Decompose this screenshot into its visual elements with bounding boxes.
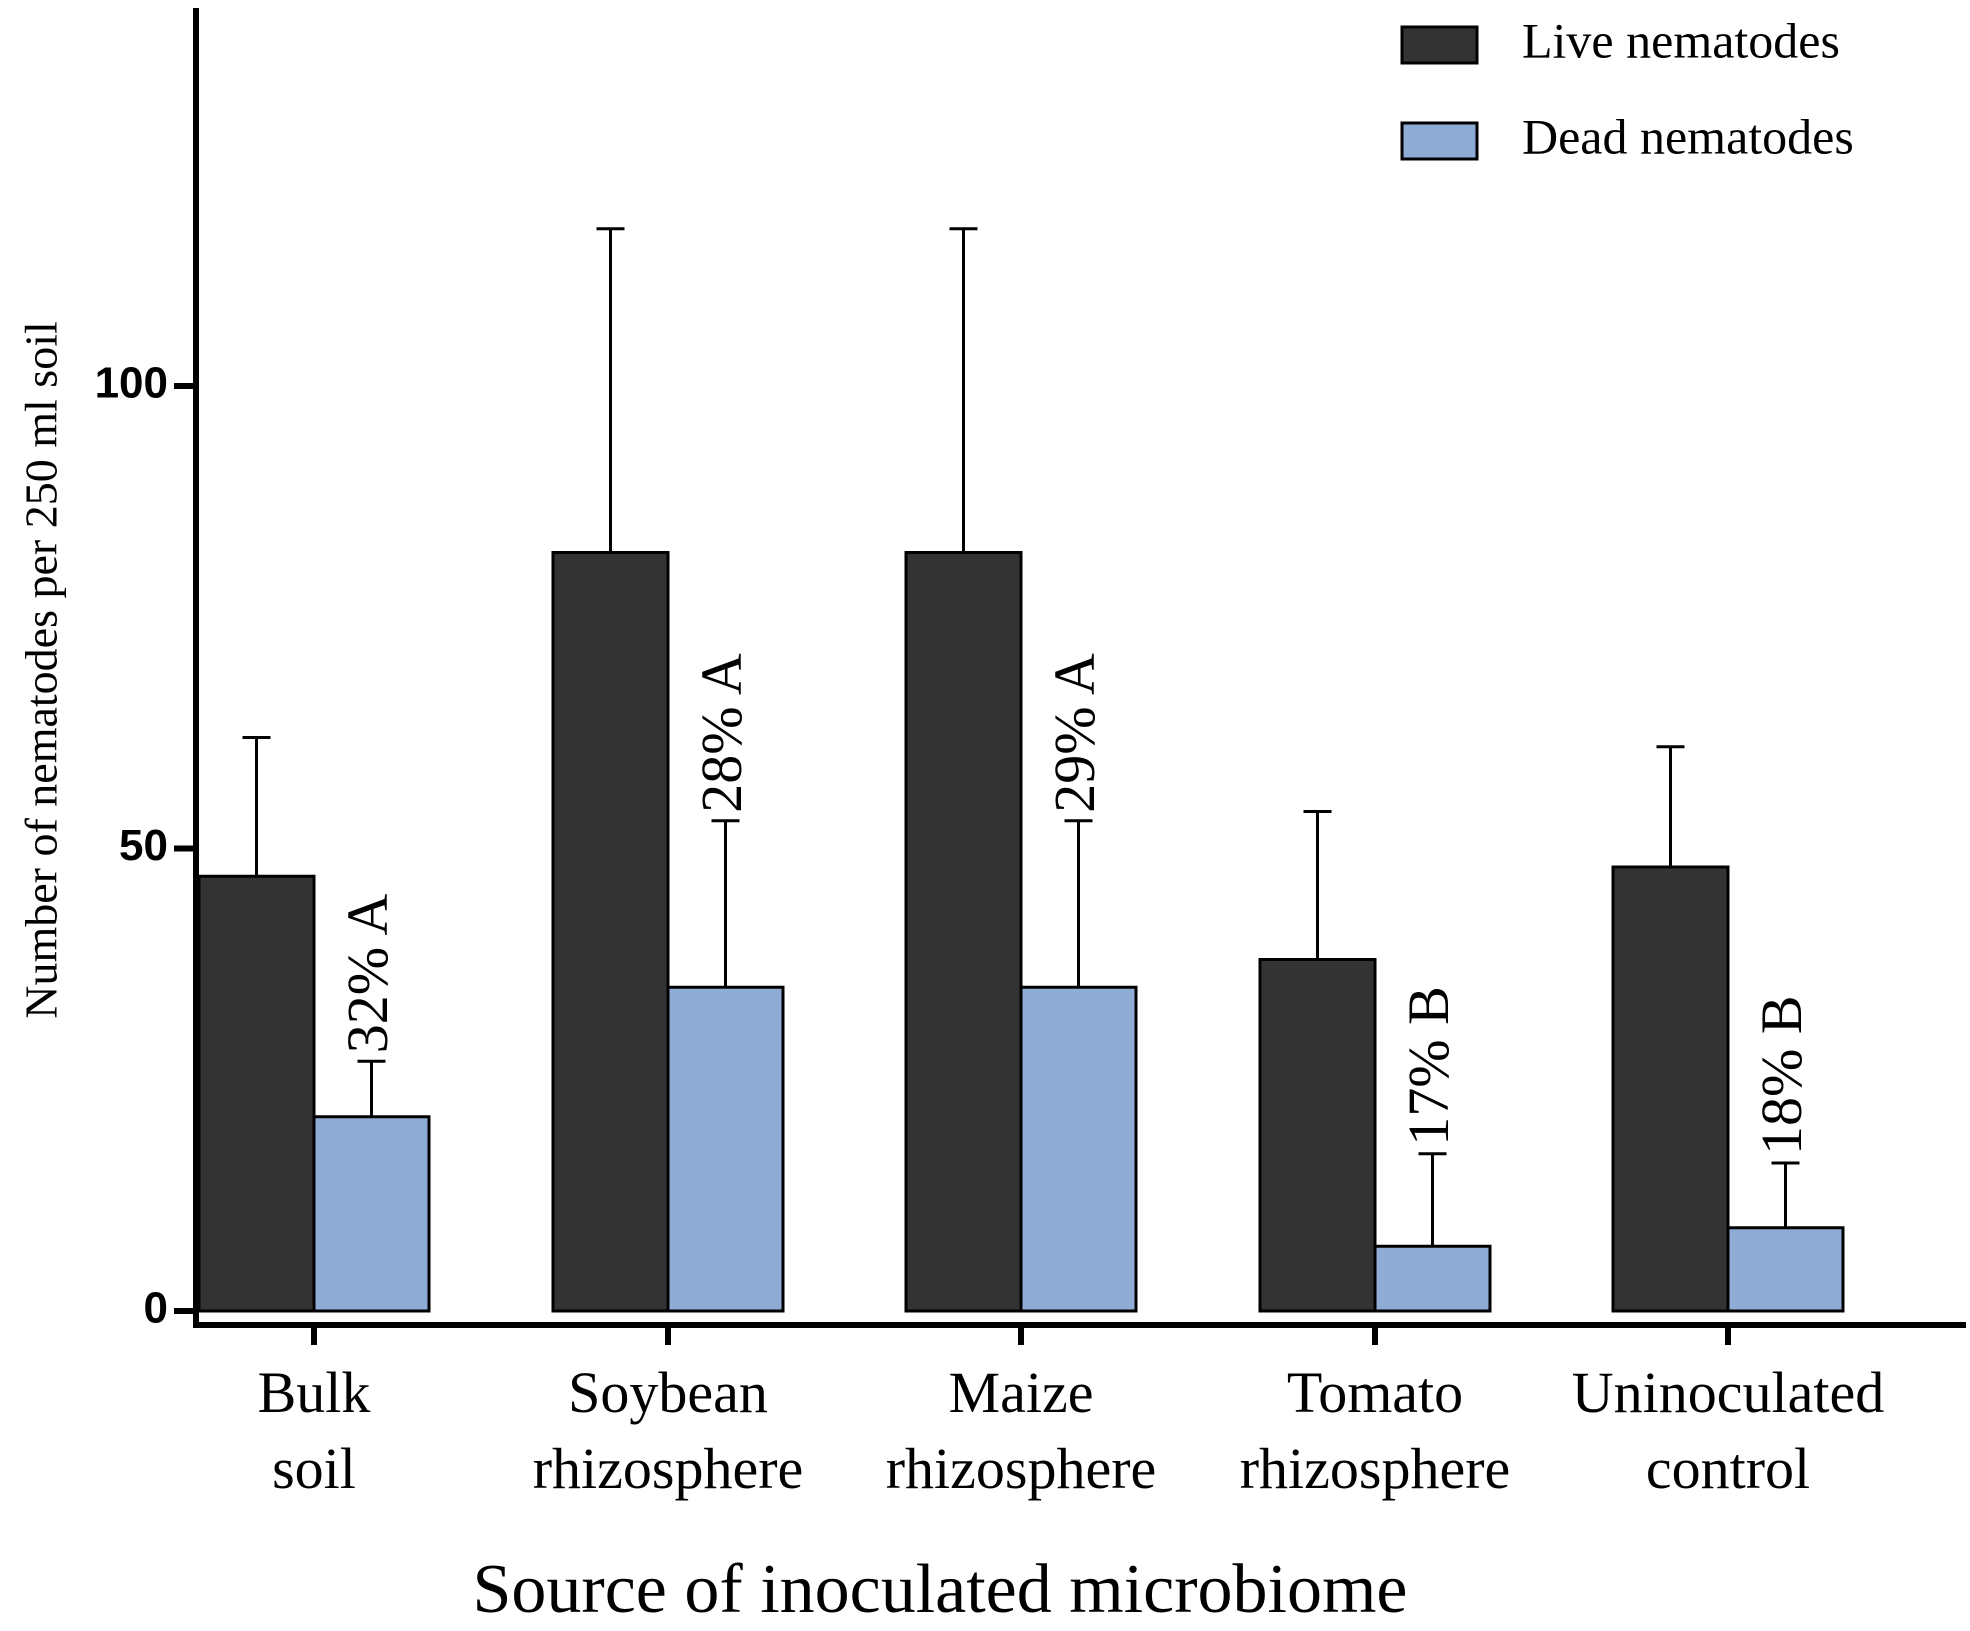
x-tick-layer: Bulk soil Soybean rhizosphere Maize rhizosphe…: [258, 1325, 1884, 1501]
y-tick-label-50: 50: [119, 821, 168, 870]
bar-live-4: [1611, 865, 1730, 1313]
x-tick-label-4-1: control: [1646, 1436, 1810, 1501]
bar-live-0: [197, 874, 316, 1313]
bar-live-3: [1258, 958, 1377, 1313]
x-axis-title: Source of inoculated microbiome: [473, 1551, 1408, 1628]
bar-live-1: [551, 551, 670, 1313]
x-tick-label-3-1: rhizosphere: [1240, 1436, 1511, 1501]
annotation-2: 29% A: [1042, 653, 1107, 813]
legend-label-dead: Dead nematodes: [1522, 108, 1854, 164]
y-tick-label-0: 0: [144, 1284, 168, 1333]
x-tick-label-0-0: Bulk: [258, 1360, 371, 1425]
annotation-layer: 32% A 28% A 29% A 17% B 18% B: [335, 653, 1814, 1155]
legend-swatch-dead: [1400, 121, 1479, 161]
x-tick-label-2-1: rhizosphere: [886, 1436, 1157, 1501]
x-tick-label-1-0: Soybean: [568, 1360, 768, 1425]
y-axis-title: Number of nematodes per 250 ml soil: [16, 321, 67, 1019]
legend-swatch-live: [1400, 25, 1479, 65]
legend-label-live: Live nematodes: [1522, 12, 1840, 68]
bar-dead-2: [1019, 985, 1138, 1313]
annotation-0: 32% A: [335, 894, 400, 1054]
bar-dead-4: [1726, 1226, 1845, 1313]
bars-layer: [197, 227, 1845, 1313]
annotation-1: 28% A: [689, 653, 754, 813]
x-tick-label-3-0: Tomato: [1287, 1360, 1463, 1425]
x-tick-label-2-0: Maize: [949, 1360, 1094, 1425]
legend: Live nematodes Dead nematodes: [1400, 12, 1854, 164]
y-tick-label-100: 100: [95, 359, 168, 408]
bar-dead-3: [1373, 1244, 1492, 1313]
annotation-3: 17% B: [1396, 986, 1461, 1146]
y-tick-layer: 0 50 100: [95, 359, 196, 1333]
bar-dead-0: [312, 1115, 431, 1313]
x-tick-label-0-1: soil: [272, 1436, 356, 1501]
x-tick-label-1-1: rhizosphere: [533, 1436, 804, 1501]
x-tick-label-4-0: Uninoculated: [1572, 1360, 1884, 1425]
bar-live-2: [904, 551, 1023, 1313]
bar-dead-1: [666, 985, 785, 1313]
annotation-4: 18% B: [1749, 996, 1814, 1156]
